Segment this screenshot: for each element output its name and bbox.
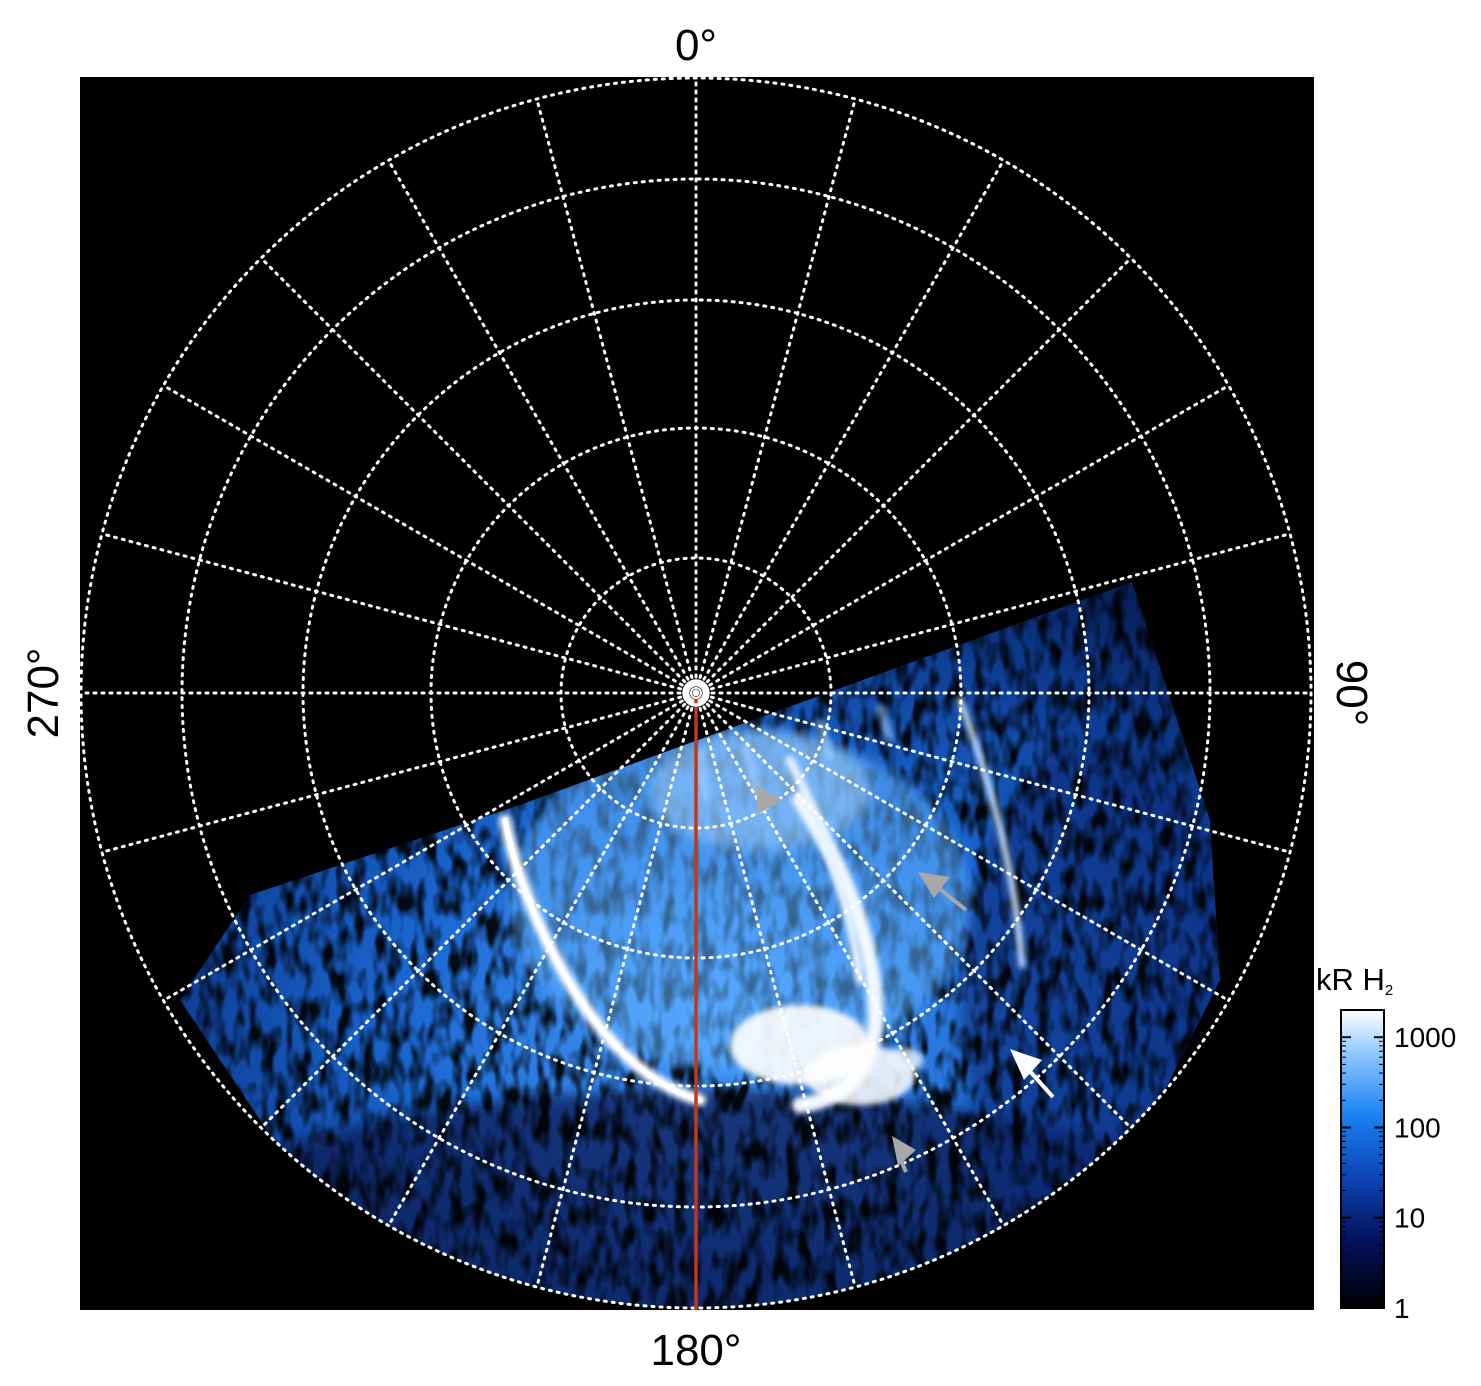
colorbar-ticks — [1341, 1009, 1384, 1309]
grid-meridian-300 — [161, 384, 698, 695]
colorbar-title-main: kR H — [1316, 962, 1385, 997]
grid-meridian-195 — [535, 691, 698, 1289]
grid-meridian-30 — [694, 158, 1005, 695]
grid-meridian-45 — [694, 256, 1133, 695]
colorbar-title-subscript: 2 — [1385, 982, 1393, 999]
white-arrow — [1010, 1049, 1055, 1099]
grid-meridian-150 — [694, 691, 1005, 1228]
grid-meridian-135 — [694, 691, 1133, 1130]
gray-arrow-1 — [756, 786, 783, 814]
grid-meridian-345 — [535, 97, 698, 695]
longitude-label-top: 0° — [675, 21, 717, 70]
grid-meridian-285 — [100, 532, 698, 695]
gray-arrow-2 — [918, 872, 968, 912]
grid-meridian-315 — [259, 256, 698, 695]
longitude-label-bottom: 180° — [650, 1326, 741, 1375]
longitude-label-right: 90° — [1327, 660, 1376, 727]
colorbar-title: kR H2 — [1316, 962, 1393, 999]
colorbar-tick-label: 10 — [1394, 1203, 1425, 1234]
grid-meridian-330 — [387, 158, 698, 695]
grid-meridian-105 — [694, 691, 1292, 854]
colorbar-tick-label: 100 — [1394, 1113, 1441, 1144]
pole-marker — [682, 679, 710, 707]
grid-meridian-240 — [161, 691, 698, 1002]
auroral-emission-image — [180, 582, 1220, 1308]
grid-circle-5 — [79, 76, 1313, 1310]
colorbar-tick-labels: 1000 100 10 1 — [1394, 1022, 1456, 1324]
grid-meridian-210 — [387, 691, 698, 1228]
colorbar-tick-label: 1 — [1394, 1293, 1410, 1324]
grid-meridian-60 — [694, 384, 1231, 695]
colorbar: kR H2 1000 100 10 1 — [1316, 962, 1456, 1324]
grid-meridian-120 — [694, 691, 1231, 1002]
colorbar-gradient — [1340, 1009, 1385, 1309]
colorbar-tick-label: 1000 — [1394, 1022, 1456, 1053]
grid-meridian-165 — [694, 691, 857, 1289]
longitude-label-left: 270° — [19, 647, 68, 738]
grid-meridian-75 — [694, 532, 1292, 695]
grid-meridian-225 — [259, 691, 698, 1130]
grid-meridian-255 — [100, 691, 698, 854]
grid-meridian-15 — [694, 97, 857, 695]
gray-arrow-3 — [892, 1136, 916, 1173]
